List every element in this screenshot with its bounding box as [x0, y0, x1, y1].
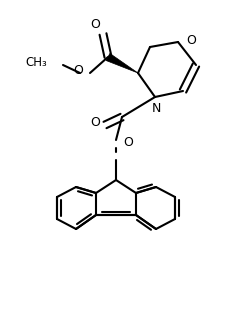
Text: N: N [151, 102, 161, 115]
Text: O: O [186, 33, 196, 46]
Text: O: O [90, 18, 100, 31]
Text: O: O [90, 116, 100, 129]
Polygon shape [106, 54, 138, 73]
Text: CH₃: CH₃ [25, 57, 47, 70]
Text: O: O [123, 136, 133, 149]
Text: O: O [73, 64, 83, 77]
